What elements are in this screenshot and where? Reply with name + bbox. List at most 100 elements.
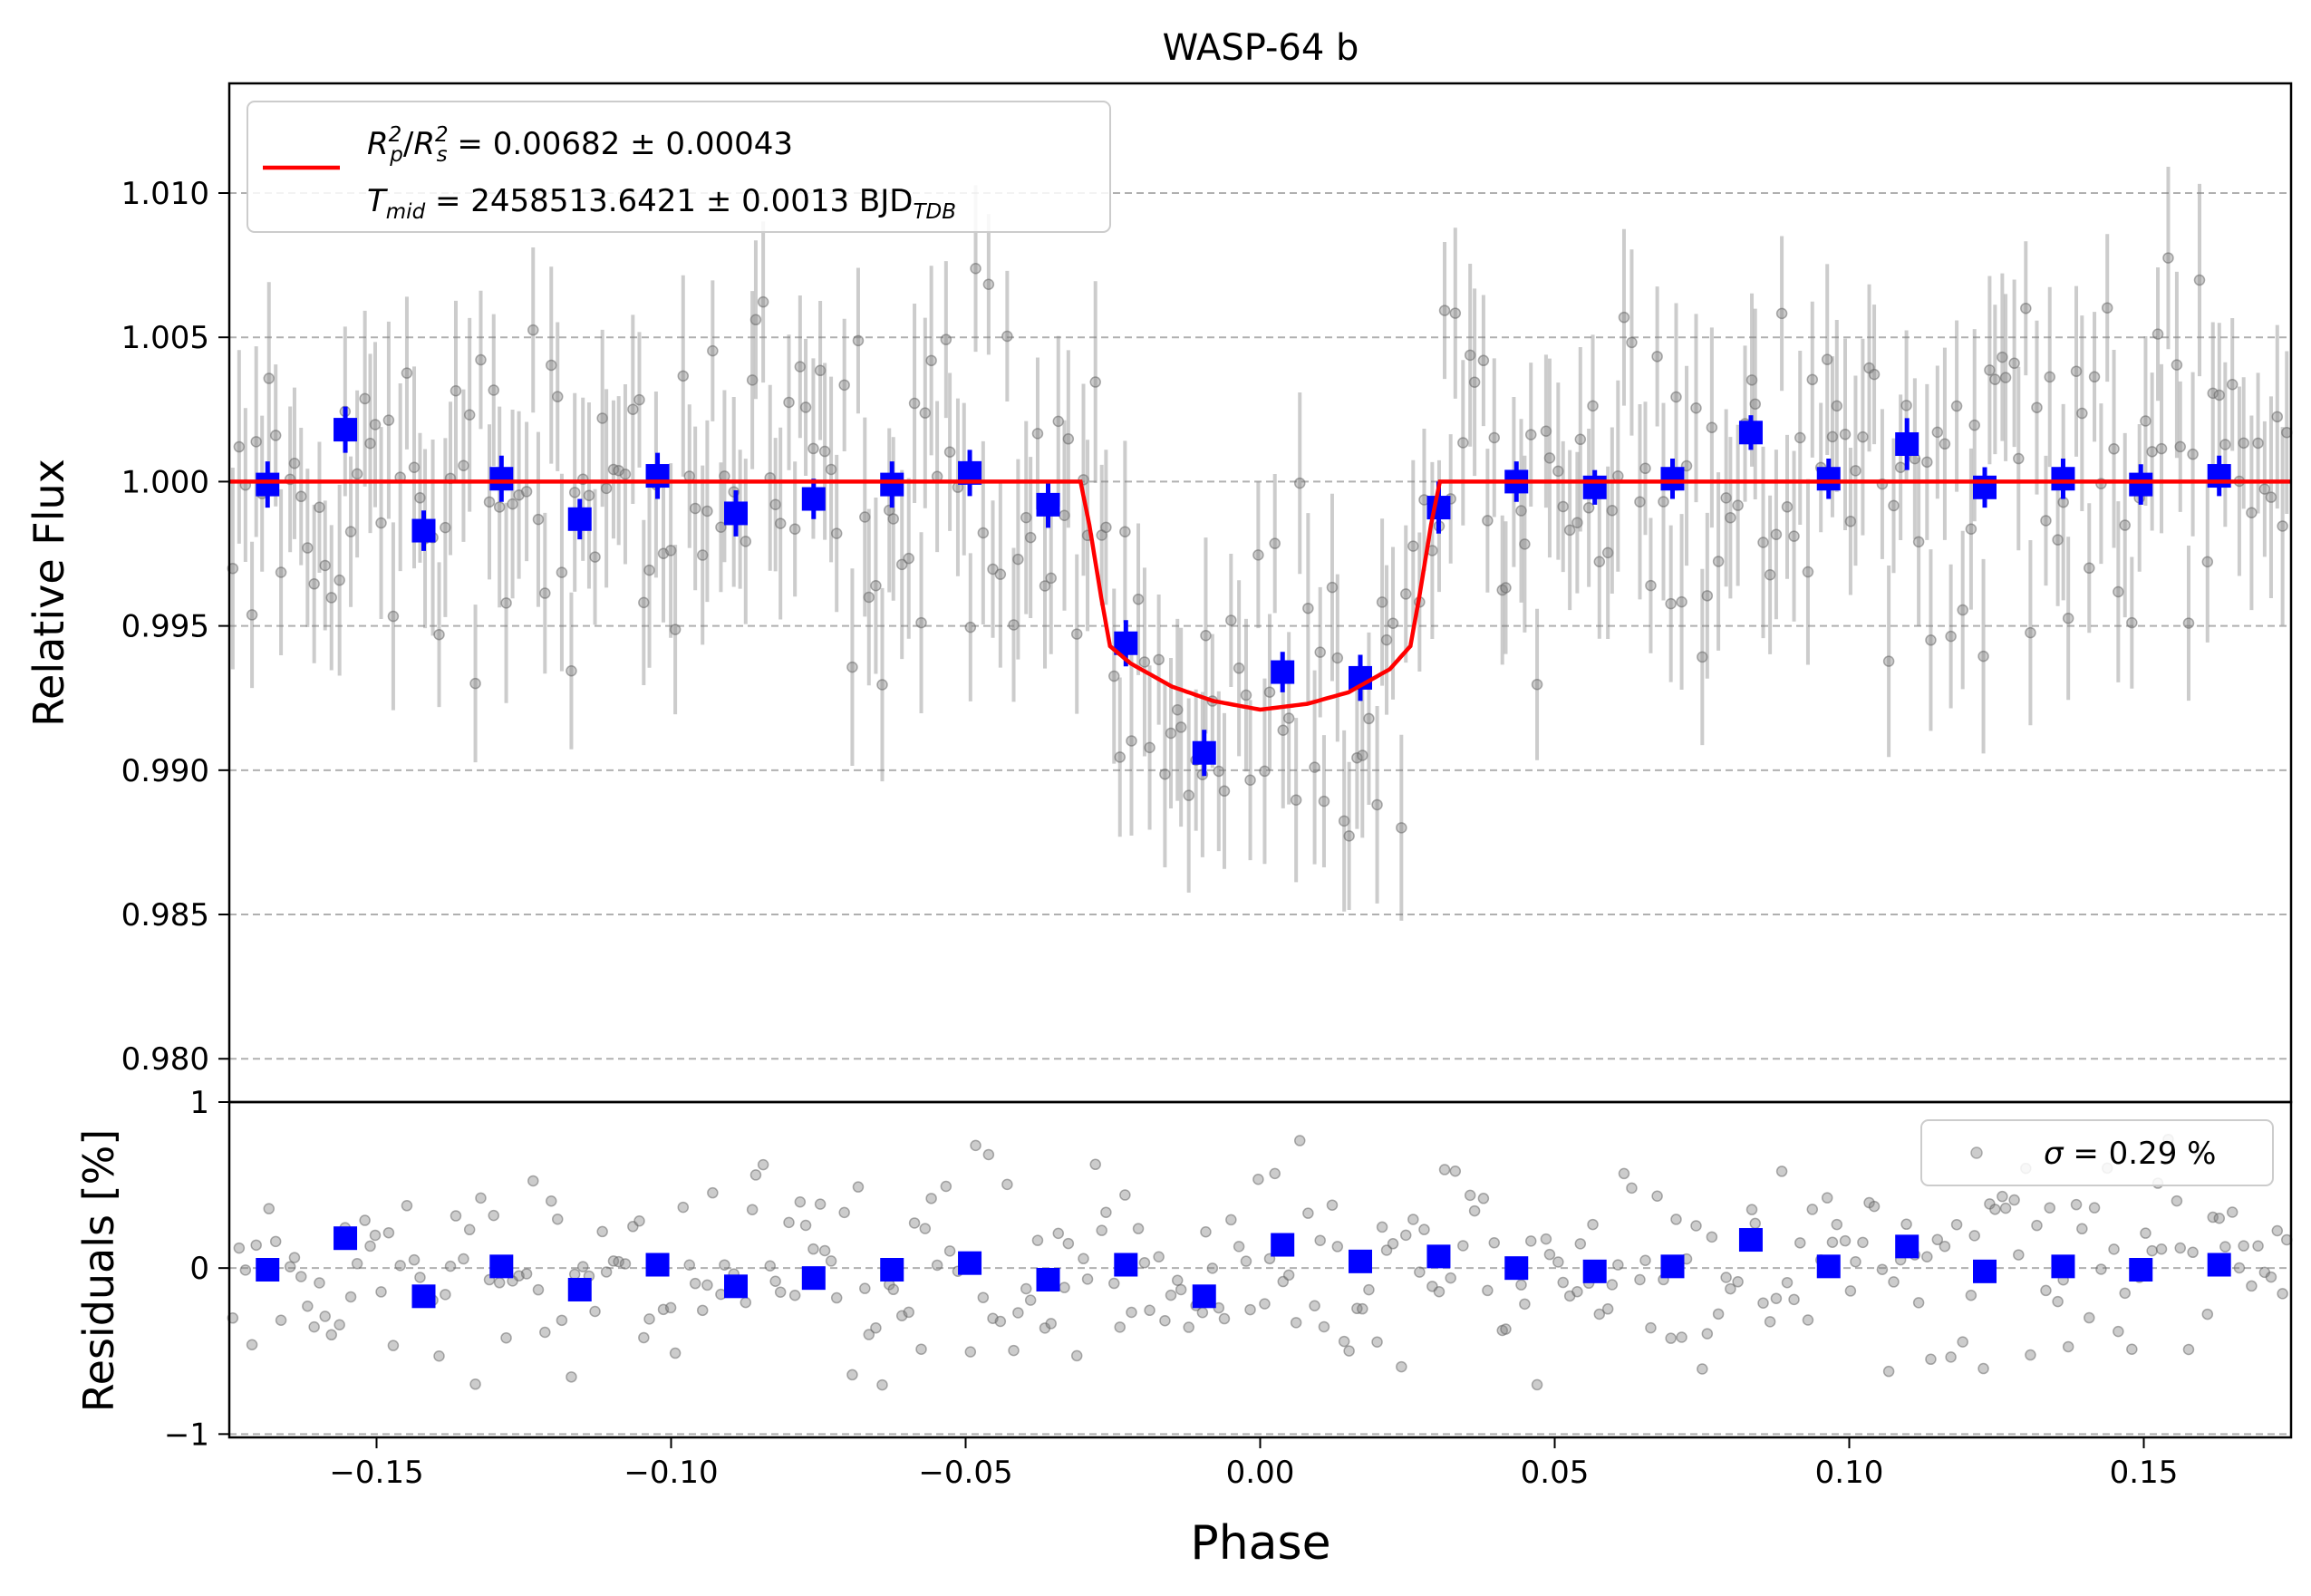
residual-binned-point xyxy=(1114,1253,1138,1277)
residual-raw-point xyxy=(500,1331,512,1344)
residuals-y-ticks: −1 0 1 xyxy=(164,1085,229,1453)
residual-binned-point xyxy=(2129,1258,2153,1282)
residual-raw-point xyxy=(943,1245,956,1257)
flux-raw-point xyxy=(807,442,819,455)
flux-raw-point xyxy=(1357,750,1368,761)
flux-raw-point xyxy=(520,486,533,498)
residual-raw-point xyxy=(683,1259,696,1271)
residual-raw-point xyxy=(1844,1285,1857,1297)
residual-raw-point xyxy=(1706,1231,1718,1243)
flux-raw-point xyxy=(1690,402,1702,414)
residual-raw-point xyxy=(1788,1293,1800,1306)
flux-raw-point xyxy=(1676,595,1687,608)
flux-raw-point xyxy=(2108,443,2120,455)
flux-raw-point xyxy=(539,587,551,599)
residual-raw-point xyxy=(1794,1237,1806,1249)
residual-raw-point xyxy=(263,1203,276,1214)
residual-raw-point xyxy=(576,1261,589,1272)
residual-raw-point xyxy=(1826,1236,1839,1248)
legend-sigma-entry: σ = 0.29 % xyxy=(2044,1136,2216,1172)
flux-binned-point xyxy=(1895,432,1919,457)
residual-binned-point xyxy=(1036,1267,1060,1291)
residual-raw-point xyxy=(463,1224,476,1236)
residual-raw-point xyxy=(1482,1284,1494,1297)
flux-raw-point xyxy=(715,521,727,534)
flux-raw-point xyxy=(1031,428,1044,440)
residual-raw-point xyxy=(1418,1224,1430,1235)
flux-raw-point xyxy=(2252,437,2264,450)
residual-raw-point xyxy=(2040,1284,2052,1297)
transit-model-curve xyxy=(229,479,2291,712)
residual-raw-point xyxy=(799,1219,812,1232)
residual-raw-point xyxy=(859,1282,871,1294)
residuals-legend: σ = 0.29 % xyxy=(1920,1119,2274,1186)
flux-binned-point xyxy=(1192,740,1216,765)
flux-raw-point xyxy=(532,513,545,526)
residual-raw-point xyxy=(414,1272,426,1283)
residual-raw-point xyxy=(1031,1234,1044,1246)
flux-raw-point xyxy=(1008,619,1020,631)
phase-x-tick-label: 0.15 xyxy=(2110,1455,2179,1491)
residual-raw-point xyxy=(1259,1298,1271,1310)
flux-raw-point xyxy=(1282,712,1295,724)
residual-raw-point xyxy=(1081,1273,1094,1285)
residual-raw-point xyxy=(2238,1240,2249,1252)
flux-raw-point xyxy=(1302,602,1314,614)
residual-raw-point xyxy=(1012,1307,1024,1319)
residual-raw-point xyxy=(1999,1202,2012,1214)
residual-raw-point xyxy=(1108,1277,1120,1290)
flux-raw-point xyxy=(1612,469,1624,482)
residual-raw-point xyxy=(2013,1249,2025,1261)
residual-raw-point xyxy=(1676,1331,1687,1343)
residual-raw-point xyxy=(2187,1246,2199,1259)
flux-raw-point xyxy=(1488,431,1501,444)
residual-raw-point xyxy=(677,1201,690,1214)
residual-raw-point xyxy=(2277,1288,2288,1300)
flux-raw-point xyxy=(1269,537,1281,549)
residual-raw-point xyxy=(1468,1204,1481,1217)
residual-raw-point xyxy=(613,1255,624,1268)
flux-raw-point xyxy=(1868,368,1881,381)
flux-raw-point xyxy=(1850,465,1861,477)
flux-raw-point xyxy=(1338,815,1350,827)
residual-raw-point xyxy=(1802,1314,1814,1326)
flux-raw-point xyxy=(1574,433,1587,446)
residual-binned-point xyxy=(567,1277,592,1301)
flux-raw-point xyxy=(1351,751,1363,764)
flux-raw-point xyxy=(1939,438,1951,450)
residual-raw-point xyxy=(689,1277,701,1290)
flux-binned-point xyxy=(1973,475,1997,499)
residual-raw-point xyxy=(870,1321,882,1334)
residual-raw-point xyxy=(1183,1321,1194,1333)
residual-raw-point xyxy=(351,1258,363,1270)
flux-raw-point xyxy=(1900,400,1912,411)
flux-raw-point xyxy=(1477,354,1490,367)
residual-raw-point xyxy=(719,1259,730,1271)
flux-binned-point xyxy=(2207,464,2231,488)
flux-raw-point xyxy=(746,374,759,386)
flux-raw-point xyxy=(1857,430,1869,443)
flux-raw-point xyxy=(527,324,539,336)
flux-raw-point xyxy=(994,568,1007,580)
flux-raw-point xyxy=(275,566,287,578)
residual-raw-point xyxy=(2113,1325,2124,1338)
flux-raw-point xyxy=(887,513,899,525)
flux-raw-point xyxy=(633,393,645,406)
residual-raw-point xyxy=(1477,1193,1490,1204)
residual-raw-point xyxy=(450,1210,462,1222)
residual-raw-point xyxy=(830,1291,843,1304)
residual-raw-point xyxy=(1912,1297,1925,1309)
flux-raw-point xyxy=(1540,425,1552,437)
flux-raw-point xyxy=(408,461,421,474)
residual-raw-point xyxy=(1126,1306,1137,1319)
residual-raw-point xyxy=(964,1346,977,1358)
flux-raw-point xyxy=(1380,634,1393,646)
flux-raw-point xyxy=(583,489,595,501)
flux-raw-point xyxy=(556,566,568,578)
flux-raw-point xyxy=(1764,569,1776,581)
flux-raw-point xyxy=(1831,400,1843,412)
flux-raw-point xyxy=(1114,751,1126,763)
flux-raw-point xyxy=(1557,500,1569,513)
flux-raw-point xyxy=(2062,613,2074,624)
flux-raw-point xyxy=(440,521,451,534)
